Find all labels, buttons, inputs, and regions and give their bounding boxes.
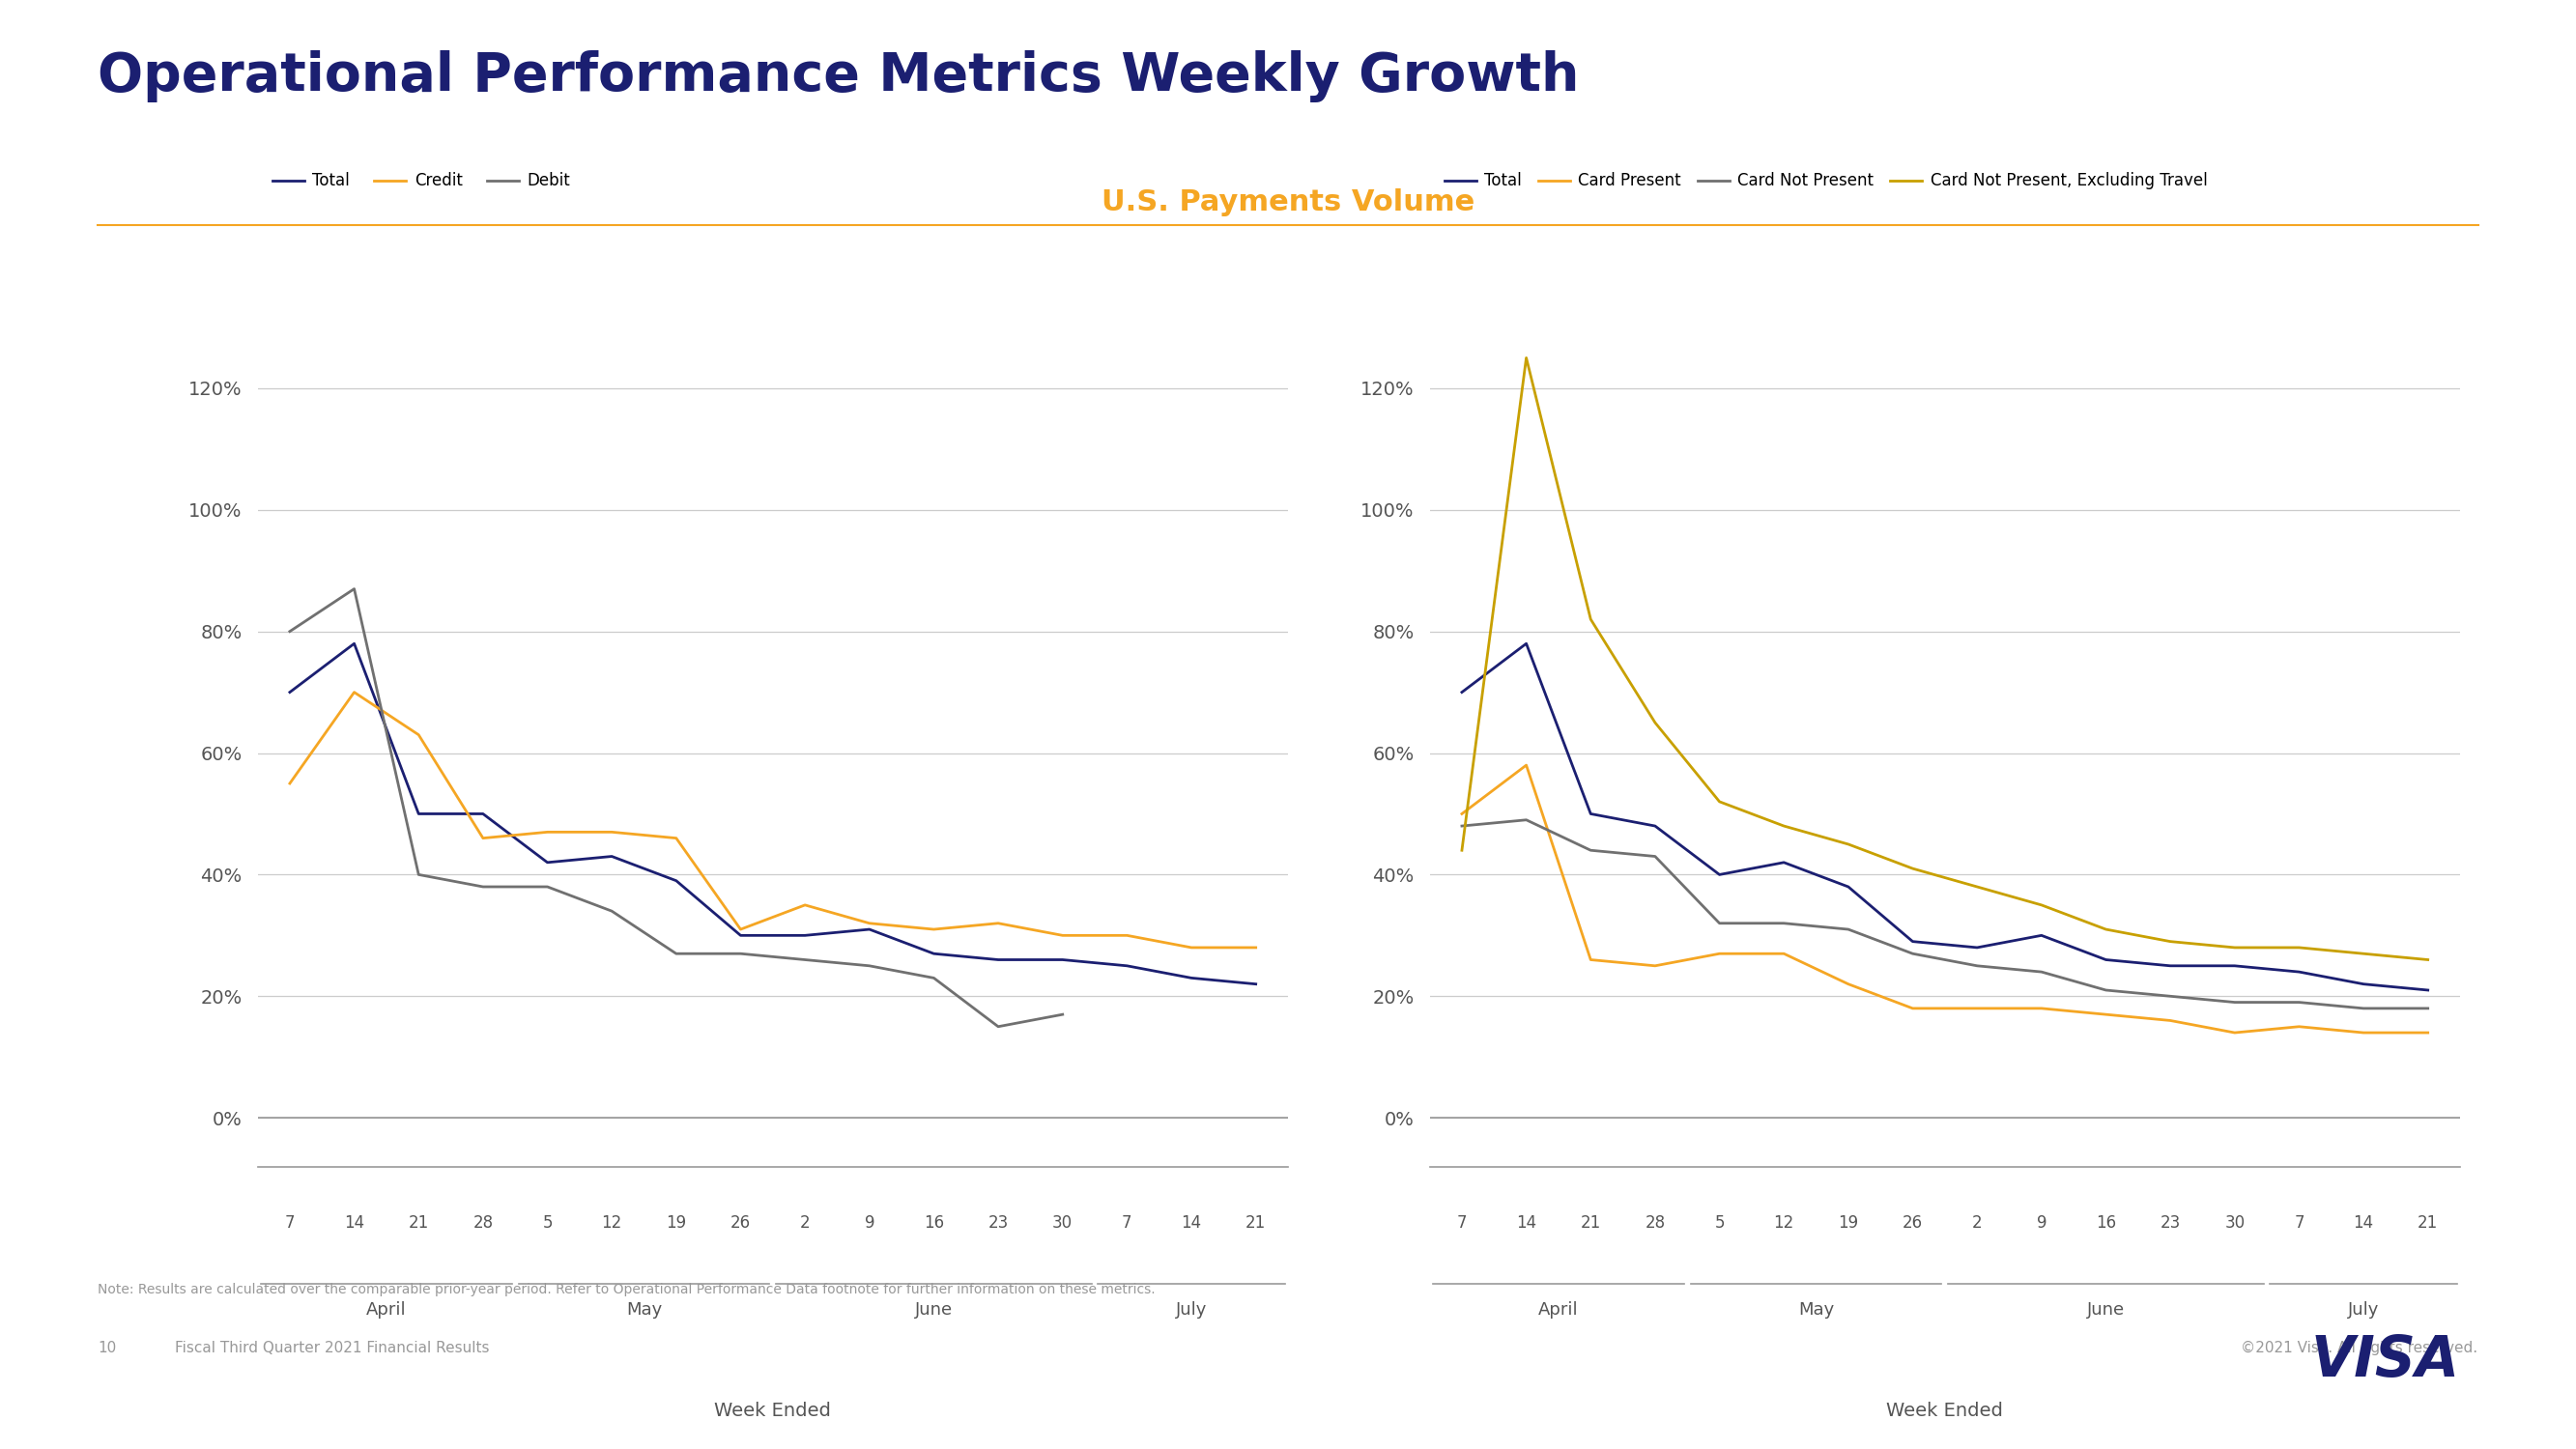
Text: 5: 5 bbox=[1716, 1214, 1723, 1232]
Text: 26: 26 bbox=[1904, 1214, 1922, 1232]
Text: 7: 7 bbox=[1458, 1214, 1466, 1232]
Text: 16: 16 bbox=[925, 1214, 943, 1232]
Text: June: June bbox=[2087, 1301, 2125, 1319]
Text: 28: 28 bbox=[1646, 1214, 1664, 1232]
Legend: Total, Credit, Debit: Total, Credit, Debit bbox=[265, 167, 577, 196]
Text: 10: 10 bbox=[98, 1340, 116, 1355]
Text: April: April bbox=[1538, 1301, 1579, 1319]
Text: 28: 28 bbox=[474, 1214, 492, 1232]
Text: 9: 9 bbox=[866, 1214, 873, 1232]
Text: Week Ended: Week Ended bbox=[1886, 1401, 2004, 1420]
Text: 26: 26 bbox=[732, 1214, 750, 1232]
Text: 30: 30 bbox=[1054, 1214, 1072, 1232]
Legend: Total, Card Present, Card Not Present, Card Not Present, Excluding Travel: Total, Card Present, Card Not Present, C… bbox=[1437, 167, 2213, 196]
Text: 2: 2 bbox=[801, 1214, 809, 1232]
Text: Week Ended: Week Ended bbox=[714, 1401, 832, 1420]
Text: July: July bbox=[2347, 1301, 2380, 1319]
Text: 7: 7 bbox=[286, 1214, 294, 1232]
Text: May: May bbox=[1798, 1301, 1834, 1319]
Text: Operational Performance Metrics Weekly Growth: Operational Performance Metrics Weekly G… bbox=[98, 51, 1579, 103]
Text: 12: 12 bbox=[1775, 1214, 1793, 1232]
Text: 23: 23 bbox=[989, 1214, 1007, 1232]
Text: 14: 14 bbox=[1182, 1214, 1200, 1232]
Text: ©2021 Visa. All rights reserved.: ©2021 Visa. All rights reserved. bbox=[2241, 1340, 2478, 1355]
Text: 19: 19 bbox=[667, 1214, 685, 1232]
Text: 21: 21 bbox=[410, 1214, 428, 1232]
Text: 7: 7 bbox=[2295, 1214, 2303, 1232]
Text: 30: 30 bbox=[2226, 1214, 2244, 1232]
Text: 9: 9 bbox=[2038, 1214, 2045, 1232]
Text: 21: 21 bbox=[2419, 1214, 2437, 1232]
Text: U.S. Payments Volume: U.S. Payments Volume bbox=[1103, 188, 1473, 216]
Text: 14: 14 bbox=[345, 1214, 363, 1232]
Text: 19: 19 bbox=[1839, 1214, 1857, 1232]
Text: May: May bbox=[626, 1301, 662, 1319]
Text: 2: 2 bbox=[1973, 1214, 1981, 1232]
Text: 23: 23 bbox=[2161, 1214, 2179, 1232]
Text: 14: 14 bbox=[2354, 1214, 2372, 1232]
Text: 14: 14 bbox=[1517, 1214, 1535, 1232]
Text: VISA: VISA bbox=[2311, 1333, 2460, 1388]
Text: 21: 21 bbox=[1582, 1214, 1600, 1232]
Text: Fiscal Third Quarter 2021 Financial Results: Fiscal Third Quarter 2021 Financial Resu… bbox=[175, 1340, 489, 1355]
Text: June: June bbox=[914, 1301, 953, 1319]
Text: April: April bbox=[366, 1301, 407, 1319]
Text: 12: 12 bbox=[603, 1214, 621, 1232]
Text: 16: 16 bbox=[2097, 1214, 2115, 1232]
Text: 5: 5 bbox=[544, 1214, 551, 1232]
Text: 21: 21 bbox=[1247, 1214, 1265, 1232]
Text: July: July bbox=[1175, 1301, 1208, 1319]
Text: 7: 7 bbox=[1123, 1214, 1131, 1232]
Text: Note: Results are calculated over the comparable prior-year period. Refer to Ope: Note: Results are calculated over the co… bbox=[98, 1282, 1157, 1295]
